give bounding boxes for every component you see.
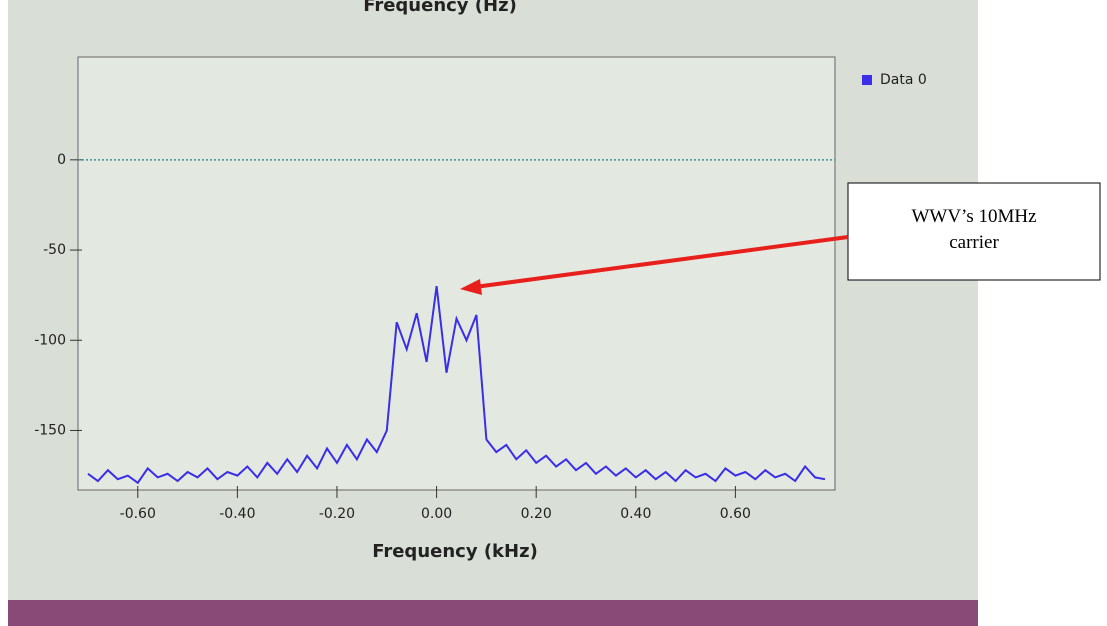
y-tick-label: -150 xyxy=(34,422,66,438)
desktop-strip xyxy=(8,600,978,626)
plot-area xyxy=(77,56,836,491)
x-axis-label: Frequency (kHz) xyxy=(372,541,538,562)
y-tick-label: -50 xyxy=(43,242,66,258)
x-tick-label: -0.20 xyxy=(319,506,355,522)
x-tick-label: -0.60 xyxy=(120,506,156,522)
x-tick-label: 0.60 xyxy=(720,506,751,522)
y-tick-label: 0 xyxy=(57,152,66,168)
x-tick-label: 0.40 xyxy=(620,506,651,522)
annotation: WWV’s 10MHz carrier xyxy=(911,206,1036,253)
data-line xyxy=(87,285,826,485)
x-tick-label: 0.20 xyxy=(521,506,552,522)
annotation-box xyxy=(847,182,1101,281)
legend-label: Data 0 xyxy=(880,72,927,88)
y-tick-label: -100 xyxy=(34,332,66,348)
x-tick-label: -0.40 xyxy=(219,506,255,522)
chart-title: Frequency (Hz) xyxy=(363,0,517,16)
x-tick-label: 0.00 xyxy=(421,506,452,522)
annotation-arrow xyxy=(474,235,849,289)
arrow-head xyxy=(460,279,482,295)
legend-swatch xyxy=(862,75,872,85)
